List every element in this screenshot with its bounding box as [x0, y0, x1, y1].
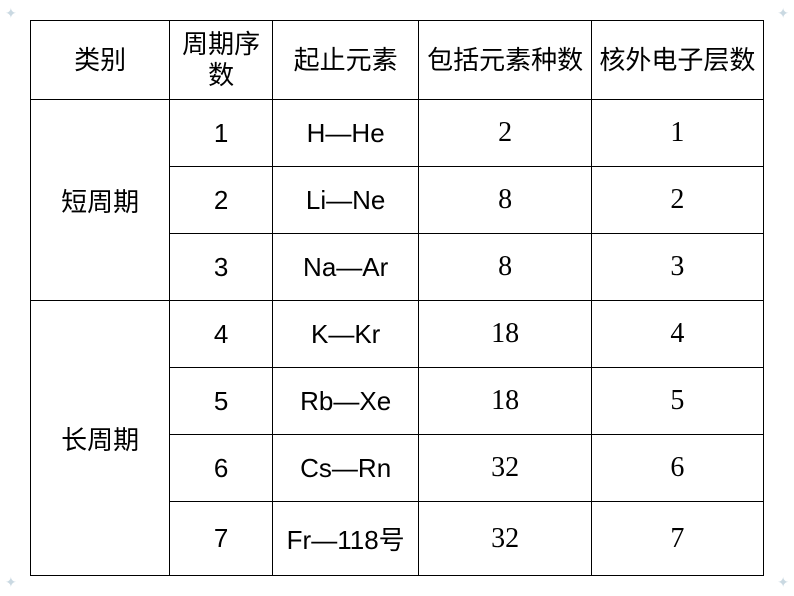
period-cell: 2: [170, 167, 273, 234]
header-period-num: 周期序数: [170, 21, 273, 100]
header-category: 类别: [31, 21, 170, 100]
header-range: 起止元素: [272, 21, 419, 100]
category-long: 长周期: [31, 301, 170, 576]
range-cell: K—Kr: [272, 301, 419, 368]
decoration-corner-tl: ✦: [5, 5, 17, 22]
decoration-corner-tr: ✦: [777, 5, 789, 22]
range-cell: Fr—118号: [272, 502, 419, 576]
period-cell: 3: [170, 234, 273, 301]
decoration-corner-bl: ✦: [5, 574, 17, 591]
shells-cell: 3: [591, 234, 763, 301]
table-row: 短周期 1 H—He 2 1: [31, 100, 764, 167]
period-cell: 1: [170, 100, 273, 167]
category-short: 短周期: [31, 100, 170, 301]
period-cell: 6: [170, 435, 273, 502]
range-cell: H—He: [272, 100, 419, 167]
header-electron-shells: 核外电子层数: [591, 21, 763, 100]
count-cell: 8: [419, 167, 591, 234]
count-cell: 18: [419, 301, 591, 368]
count-cell: 2: [419, 100, 591, 167]
period-cell: 7: [170, 502, 273, 576]
shells-cell: 1: [591, 100, 763, 167]
count-cell: 8: [419, 234, 591, 301]
range-cell: Na—Ar: [272, 234, 419, 301]
decoration-corner-br: ✦: [777, 574, 789, 591]
shells-cell: 2: [591, 167, 763, 234]
shells-cell: 5: [591, 368, 763, 435]
count-cell: 32: [419, 502, 591, 576]
period-cell: 4: [170, 301, 273, 368]
range-cell: Li—Ne: [272, 167, 419, 234]
range-cell: Rb—Xe: [272, 368, 419, 435]
header-element-count: 包括元素种数: [419, 21, 591, 100]
range-cell: Cs—Rn: [272, 435, 419, 502]
table-row: 长周期 4 K—Kr 18 4: [31, 301, 764, 368]
shells-cell: 4: [591, 301, 763, 368]
period-cell: 5: [170, 368, 273, 435]
table-header-row: 类别 周期序数 起止元素 包括元素种数 核外电子层数: [31, 21, 764, 100]
periodic-table-summary: 类别 周期序数 起止元素 包括元素种数 核外电子层数 短周期 1 H—He 2 …: [30, 20, 764, 576]
shells-cell: 7: [591, 502, 763, 576]
count-cell: 18: [419, 368, 591, 435]
count-cell: 32: [419, 435, 591, 502]
shells-cell: 6: [591, 435, 763, 502]
